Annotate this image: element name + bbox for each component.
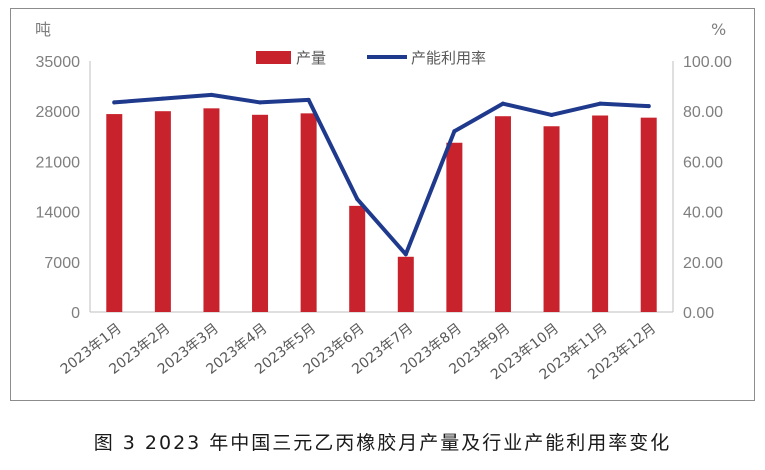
right-tick-label: 20.00 bbox=[683, 255, 723, 272]
line-point bbox=[160, 96, 165, 101]
legend-bar-label: 产量 bbox=[296, 49, 326, 67]
bar bbox=[397, 256, 414, 312]
bar-series bbox=[106, 108, 657, 313]
line-point bbox=[452, 129, 457, 134]
line-point bbox=[112, 100, 117, 105]
left-tick-label: 35000 bbox=[36, 54, 81, 71]
bar bbox=[494, 116, 511, 312]
left-tick-label: 7000 bbox=[44, 255, 80, 272]
legend-bar-swatch bbox=[256, 51, 291, 64]
figure-caption: 图 3 2023 年中国三元乙丙橡胶月产量及行业产能利用率变化 bbox=[93, 432, 672, 454]
line-point bbox=[306, 97, 311, 102]
left-tick-label: 0 bbox=[71, 305, 80, 322]
bar bbox=[203, 108, 220, 313]
bar bbox=[154, 111, 171, 312]
utilization-line bbox=[112, 92, 651, 257]
legend: 产量 产能利用率 bbox=[256, 49, 486, 67]
right-tick-label: 80.00 bbox=[683, 104, 723, 121]
axes bbox=[89, 61, 674, 313]
right-tick-label: 100.00 bbox=[683, 54, 732, 71]
chart-svg: 0 7000 14000 21000 28000 35000 0.00 20.00 40.00 6… bbox=[35, 20, 732, 383]
bar bbox=[252, 114, 269, 313]
line-point bbox=[598, 101, 603, 106]
bar bbox=[592, 115, 609, 312]
legend-line-label: 产能利用率 bbox=[411, 49, 486, 67]
left-axis-unit: 吨 bbox=[35, 20, 51, 39]
line-point bbox=[500, 101, 505, 106]
line-series bbox=[112, 92, 651, 257]
bar bbox=[446, 142, 463, 312]
line-point bbox=[355, 197, 360, 202]
right-axis-unit: % bbox=[711, 20, 726, 39]
bar bbox=[349, 205, 366, 312]
line-point bbox=[258, 100, 263, 105]
bar bbox=[543, 126, 560, 312]
line-point bbox=[646, 104, 651, 109]
bar bbox=[106, 114, 123, 312]
left-tick-label: 28000 bbox=[36, 104, 81, 121]
left-tick-label: 21000 bbox=[36, 154, 81, 171]
left-tick-label: 14000 bbox=[36, 205, 81, 222]
line-point bbox=[403, 252, 408, 257]
chart-frame: 0 7000 14000 21000 28000 35000 0.00 20.00 40.00 6… bbox=[10, 8, 755, 401]
bar bbox=[300, 113, 317, 312]
right-tick-label: 40.00 bbox=[683, 205, 723, 222]
right-tick-label: 0.00 bbox=[683, 305, 714, 322]
bar bbox=[640, 117, 657, 312]
line-point bbox=[209, 92, 214, 97]
line-point bbox=[549, 112, 554, 117]
right-tick-label: 60.00 bbox=[683, 154, 723, 171]
